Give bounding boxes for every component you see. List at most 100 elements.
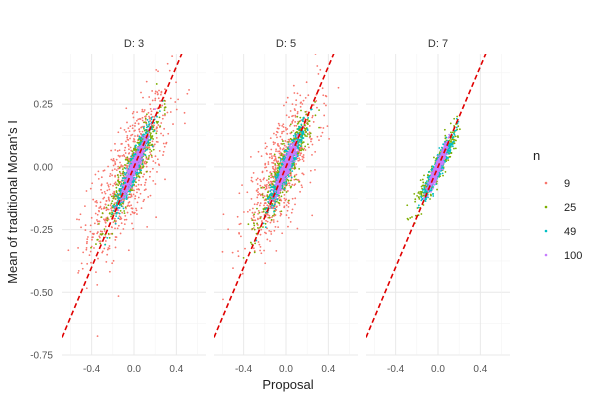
point [114, 143, 116, 145]
point [152, 135, 154, 137]
point [279, 147, 281, 149]
point [115, 247, 117, 249]
point [119, 188, 121, 190]
point [256, 179, 258, 181]
point [285, 101, 287, 103]
point [294, 125, 296, 127]
point [128, 145, 130, 147]
point [288, 139, 290, 141]
point [281, 125, 283, 127]
point [258, 151, 260, 153]
panel-label: D: 3 [124, 38, 144, 50]
point [143, 121, 145, 123]
point [87, 236, 89, 238]
point [277, 169, 279, 171]
point [309, 182, 311, 184]
point [157, 70, 159, 72]
point [263, 177, 265, 179]
point [295, 147, 297, 149]
point [297, 113, 299, 115]
point [145, 118, 147, 120]
point [67, 249, 69, 251]
point [134, 135, 136, 137]
point [101, 216, 103, 218]
point [138, 138, 140, 140]
point [119, 162, 121, 164]
point [128, 196, 130, 198]
point [97, 335, 99, 337]
point [256, 208, 258, 210]
point [110, 150, 112, 152]
point [249, 209, 251, 211]
point [111, 174, 113, 176]
point [286, 214, 288, 216]
point [133, 117, 135, 119]
point [146, 171, 148, 173]
point [276, 137, 278, 139]
point [105, 222, 107, 224]
point [254, 251, 256, 253]
point [265, 223, 267, 225]
point [277, 173, 279, 175]
point [111, 200, 113, 202]
point [259, 185, 261, 187]
point [101, 176, 103, 178]
point [146, 113, 148, 115]
point [124, 223, 126, 225]
point [120, 127, 122, 129]
point [284, 178, 286, 180]
point [158, 97, 160, 99]
point [129, 186, 131, 188]
point [264, 232, 266, 234]
point [259, 205, 261, 207]
point [420, 213, 422, 215]
point [284, 162, 286, 164]
point [296, 116, 298, 118]
point [138, 172, 140, 174]
point [271, 157, 273, 159]
point [132, 124, 134, 126]
point [302, 118, 304, 120]
point [283, 205, 285, 207]
point [457, 135, 459, 137]
point [118, 181, 120, 183]
point [122, 228, 124, 230]
point [453, 118, 455, 120]
point [98, 170, 100, 172]
point [146, 166, 148, 168]
point [299, 120, 301, 122]
point [280, 158, 282, 160]
point [277, 178, 279, 180]
point [322, 94, 324, 96]
point [90, 225, 92, 227]
series-n-9 [67, 48, 190, 337]
point [291, 184, 293, 186]
point [257, 191, 259, 193]
point [90, 262, 92, 264]
point [270, 222, 272, 224]
point [300, 153, 302, 155]
point [137, 118, 139, 120]
point [155, 183, 157, 185]
point [409, 217, 411, 219]
point [256, 223, 258, 225]
point [282, 191, 284, 193]
point [146, 149, 148, 151]
point [98, 235, 100, 237]
point [314, 151, 316, 153]
point [416, 195, 418, 197]
point [115, 195, 117, 197]
point [423, 174, 425, 176]
point [101, 192, 103, 194]
point [281, 131, 283, 133]
point [85, 249, 87, 251]
point [427, 174, 429, 176]
point [290, 175, 292, 177]
point [103, 197, 105, 199]
point [137, 202, 139, 204]
point [124, 129, 126, 131]
panel-grid [366, 54, 510, 355]
point [309, 125, 311, 127]
point [164, 178, 166, 180]
